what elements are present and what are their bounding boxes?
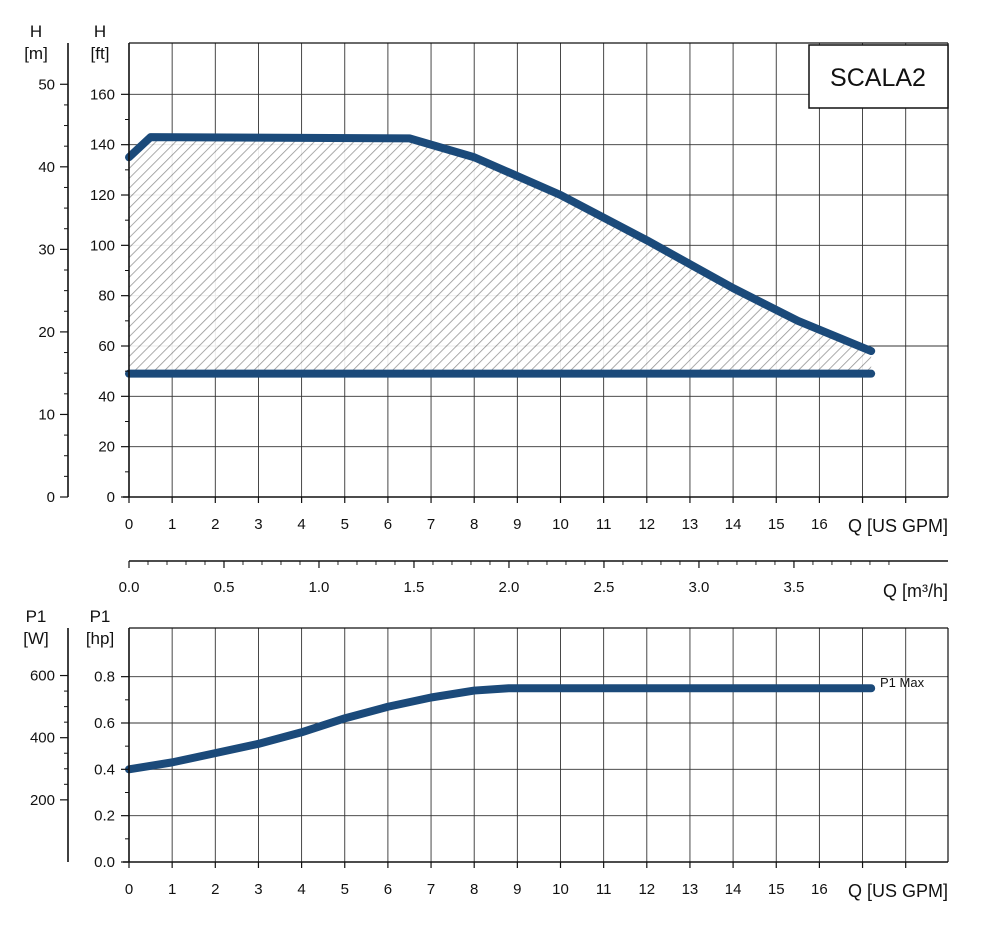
head-outer-y-name: H — [30, 22, 42, 41]
power-x-tick-label: 5 — [341, 881, 349, 898]
flow-scale-tick-label: 0.5 — [214, 579, 235, 596]
head-x-tick-label: 13 — [682, 516, 699, 533]
head-outer-y-tick-label: 10 — [38, 406, 55, 423]
power-x-tick-label: 16 — [811, 881, 828, 898]
flow-scale-label: Q [m³/h] — [883, 581, 948, 601]
head-x-tick-label: 3 — [254, 516, 262, 533]
power-x-tick-label: 14 — [725, 881, 742, 898]
flow-scale-tick-label: 3.0 — [689, 579, 710, 596]
flow-scale-tick-label: 1.5 — [404, 579, 425, 596]
head-x-tick-label: 2 — [211, 516, 219, 533]
power-x-tick-label: 0 — [125, 881, 133, 898]
power-outer-y-name: P1 — [26, 607, 47, 626]
head-inner-y-unit: [ft] — [91, 44, 110, 63]
flow-scale-tick-label: 2.0 — [499, 579, 520, 596]
head-outer-y-tick-label: 0 — [47, 489, 55, 506]
flow-scale-tick-label: 0.0 — [119, 579, 140, 596]
title-box — [808, 44, 949, 109]
operating-range-area — [129, 137, 872, 374]
head-x-tick-label: 6 — [384, 516, 392, 533]
power-x-tick-label: 8 — [470, 881, 478, 898]
head-outer-y-tick-label: 20 — [38, 324, 55, 341]
p1-max-series-label: P1 Max — [880, 675, 925, 690]
power-inner-y-unit: [hp] — [86, 629, 114, 648]
power-x-tick-label: 2 — [211, 881, 219, 898]
flow-scale-tick-label: 3.5 — [784, 579, 805, 596]
head-inner-y-name: H — [94, 22, 106, 41]
head-x-axis-label: Q [US GPM] — [848, 516, 948, 536]
power-inner-y-tick-label: 0.8 — [94, 669, 115, 686]
flow-scale-tick-label: 2.5 — [594, 579, 615, 596]
head-inner-y-tick-label: 0 — [107, 489, 115, 506]
flow-scale-tick-label: 1.0 — [309, 579, 330, 596]
head-outer-y-tick-label: 30 — [38, 241, 55, 258]
power-outer-y-unit: [W] — [23, 629, 49, 648]
head-x-tick-label: 5 — [341, 516, 349, 533]
power-outer-y-tick-label: 200 — [30, 792, 55, 809]
power-x-tick-label: 4 — [297, 881, 305, 898]
head-inner-y-tick-label: 40 — [98, 388, 115, 405]
head-x-tick-label: 9 — [513, 516, 521, 533]
head-x-tick-label: 0 — [125, 516, 133, 533]
head-x-tick-label: 11 — [596, 516, 612, 533]
power-x-tick-label: 15 — [768, 881, 785, 898]
head-inner-y-tick-label: 100 — [90, 237, 115, 254]
power-inner-y-tick-label: 0.0 — [94, 854, 115, 871]
power-x-tick-label: 3 — [254, 881, 262, 898]
head-x-tick-label: 4 — [297, 516, 305, 533]
head-x-tick-label: 10 — [552, 516, 569, 533]
head-inner-y-tick-label: 160 — [90, 86, 115, 103]
power-inner-y-name: P1 — [90, 607, 111, 626]
power-x-tick-label: 1 — [168, 881, 176, 898]
head-inner-y-tick-label: 140 — [90, 137, 115, 154]
power-inner-y-tick-label: 0.2 — [94, 808, 115, 825]
head-max-curve — [125, 133, 876, 356]
power-x-tick-label: 7 — [427, 881, 435, 898]
head-x-tick-label: 12 — [638, 516, 655, 533]
power-outer-y-tick-label: 600 — [30, 668, 55, 685]
head-x-tick-label: 14 — [725, 516, 742, 533]
head-x-tick-label: 8 — [470, 516, 478, 533]
power-x-tick-label: 10 — [552, 881, 569, 898]
power-x-tick-label: 12 — [638, 881, 655, 898]
power-x-axis-label: Q [US GPM] — [848, 881, 948, 901]
power-outer-y-tick-label: 400 — [30, 730, 55, 747]
head-inner-y-tick-label: 60 — [98, 338, 115, 355]
power-x-tick-label: 9 — [513, 881, 521, 898]
power-inner-y-tick-label: 0.4 — [94, 761, 115, 778]
chart-title: SCALA2 — [830, 64, 926, 92]
head-inner-y-tick-label: 120 — [90, 187, 115, 204]
power-x-tick-label: 6 — [384, 881, 392, 898]
head-x-tick-label: 16 — [811, 516, 828, 533]
head-outer-y-unit: [m] — [24, 44, 48, 63]
head-outer-y-tick-label: 40 — [38, 159, 55, 176]
head-x-tick-label: 7 — [427, 516, 435, 533]
head-x-tick-label: 15 — [768, 516, 785, 533]
power-x-tick-label: 13 — [682, 881, 699, 898]
power-x-tick-label: 11 — [596, 881, 612, 898]
head-x-tick-label: 1 — [168, 516, 176, 533]
head-inner-y-tick-label: 80 — [98, 288, 115, 305]
power-p1-max-curve — [125, 684, 876, 774]
head-inner-y-tick-label: 20 — [98, 439, 115, 456]
head-outer-y-tick-label: 50 — [38, 76, 55, 93]
power-inner-y-tick-label: 0.6 — [94, 715, 115, 732]
